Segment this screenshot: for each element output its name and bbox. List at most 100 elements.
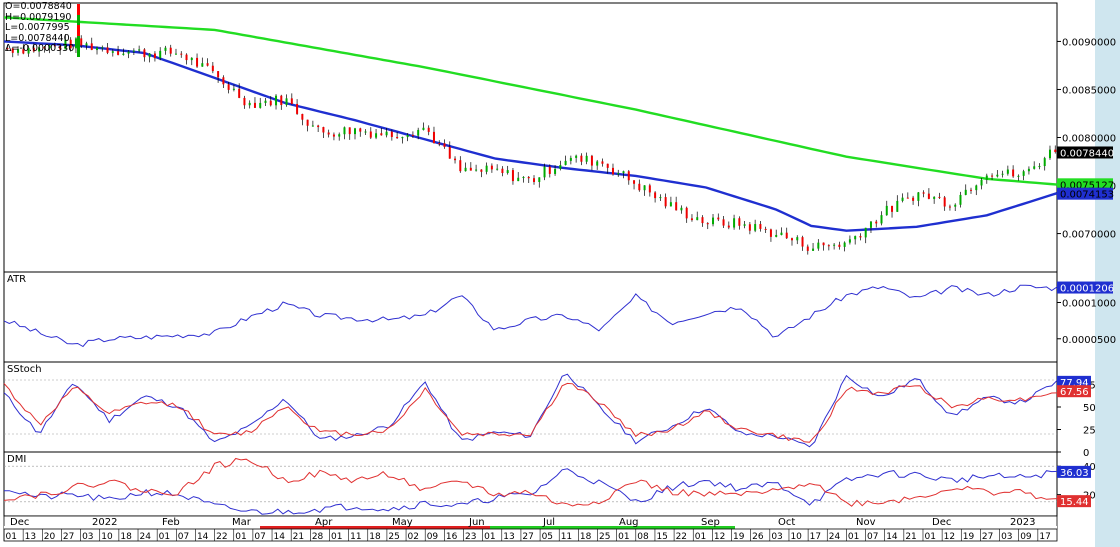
- x-day-label: 18: [120, 532, 132, 542]
- x-day-label: 26: [752, 532, 764, 542]
- candle: [438, 140, 441, 147]
- x-day-label: 01: [924, 532, 935, 542]
- candle: [817, 239, 820, 251]
- x-day-label: 27: [982, 532, 993, 542]
- x-day-label: 27: [522, 532, 533, 542]
- atr-y-tick: 0.0000500: [1062, 335, 1116, 346]
- candle: [696, 211, 699, 221]
- x-day-label: 13: [25, 532, 36, 542]
- x-day-label: 22: [676, 532, 687, 542]
- candle: [622, 170, 625, 179]
- candle: [496, 164, 499, 171]
- candle: [901, 193, 904, 203]
- x-month-label: Jun: [468, 517, 485, 528]
- long-ma-value-label: 0.0075127: [1060, 180, 1114, 191]
- candle: [132, 48, 135, 56]
- candle: [717, 213, 720, 222]
- last-value: L=0.0078440: [5, 32, 70, 44]
- x-day-label: 28: [312, 532, 324, 542]
- candle: [906, 192, 909, 199]
- candle: [585, 152, 588, 165]
- candle: [454, 156, 457, 164]
- sstoch-d-line: [3, 382, 1058, 443]
- candle: [611, 163, 614, 176]
- candle: [338, 132, 341, 141]
- x-day-label: 09: [1020, 532, 1032, 542]
- candle: [733, 214, 736, 230]
- dmi-title: DMI: [7, 454, 27, 465]
- candle: [17, 46, 20, 56]
- candle: [985, 173, 988, 184]
- x-day-label: 21: [905, 532, 916, 542]
- candle: [459, 156, 462, 173]
- candle: [253, 97, 256, 108]
- sstoch-title: SStoch: [7, 364, 42, 375]
- candle: [380, 127, 383, 136]
- candle: [90, 37, 93, 51]
- dmi-panel[interactable]: [3, 451, 1058, 517]
- candle: [1027, 166, 1030, 175]
- candle: [559, 160, 562, 171]
- short-ma-value-label: 0.0074153: [1060, 190, 1114, 201]
- x-day-label: 24: [140, 532, 152, 542]
- x-day-label: 19: [733, 532, 745, 542]
- candle: [754, 219, 757, 233]
- x-day-label: 03: [771, 532, 782, 542]
- candle: [117, 45, 120, 56]
- candle: [401, 136, 404, 144]
- candle: [1006, 165, 1009, 176]
- price-candles: [6, 34, 1057, 255]
- open-value: O=0.0078840: [5, 1, 72, 12]
- candle: [790, 237, 793, 246]
- price-y-tick: 0.0070000: [1062, 230, 1116, 241]
- x-month-label: 2022: [92, 517, 117, 528]
- candle: [991, 173, 994, 180]
- candle: [843, 241, 846, 252]
- dmi-minus-line: [3, 457, 1058, 507]
- candle: [69, 37, 72, 52]
- candle: [785, 227, 788, 239]
- candle: [533, 175, 536, 185]
- atr-panel[interactable]: [3, 271, 1058, 363]
- sstoch-panel[interactable]: [3, 361, 1058, 453]
- x-day-label: 12: [944, 532, 955, 542]
- candle: [475, 164, 478, 172]
- candle: [148, 53, 151, 63]
- candle: [917, 192, 920, 207]
- price-y-tick: 0.0085000: [1062, 85, 1116, 96]
- candle: [875, 219, 878, 228]
- price-panel[interactable]: [3, 2, 1058, 273]
- candle: [280, 94, 283, 110]
- x-day-label: 17: [810, 532, 821, 542]
- low-value: L=0.0077995: [5, 22, 70, 34]
- x-day-label: 01: [618, 532, 629, 542]
- candle: [354, 127, 356, 140]
- sstoch-y-tick: 25: [1083, 426, 1096, 437]
- candle: [938, 192, 941, 200]
- candle: [22, 44, 25, 55]
- candle: [432, 126, 435, 144]
- candle: [522, 176, 525, 183]
- candle: [464, 162, 467, 172]
- candle: [238, 83, 241, 99]
- candle: [38, 46, 41, 57]
- x-day-label: 27: [63, 532, 74, 542]
- ohlc-readout: O=0.0078840 H=0.0079190 L=0.0077995 L=0.…: [5, 1, 74, 55]
- candle: [885, 200, 888, 216]
- candle: [954, 203, 957, 211]
- candle: [138, 45, 141, 53]
- candle: [648, 183, 651, 197]
- candle: [53, 42, 56, 49]
- candle: [301, 113, 304, 126]
- candle: [48, 44, 51, 54]
- x-day-label: 03: [1001, 532, 1012, 542]
- candle: [701, 215, 704, 227]
- candle: [290, 93, 293, 105]
- x-month-label: Oct: [778, 517, 795, 528]
- candle: [564, 155, 567, 166]
- candle: [385, 127, 388, 138]
- x-month-label: 2023: [1010, 517, 1035, 528]
- long-moving-average-line: [3, 16, 1058, 186]
- sstoch-y-tick: 0: [1083, 448, 1089, 459]
- candle: [643, 185, 646, 196]
